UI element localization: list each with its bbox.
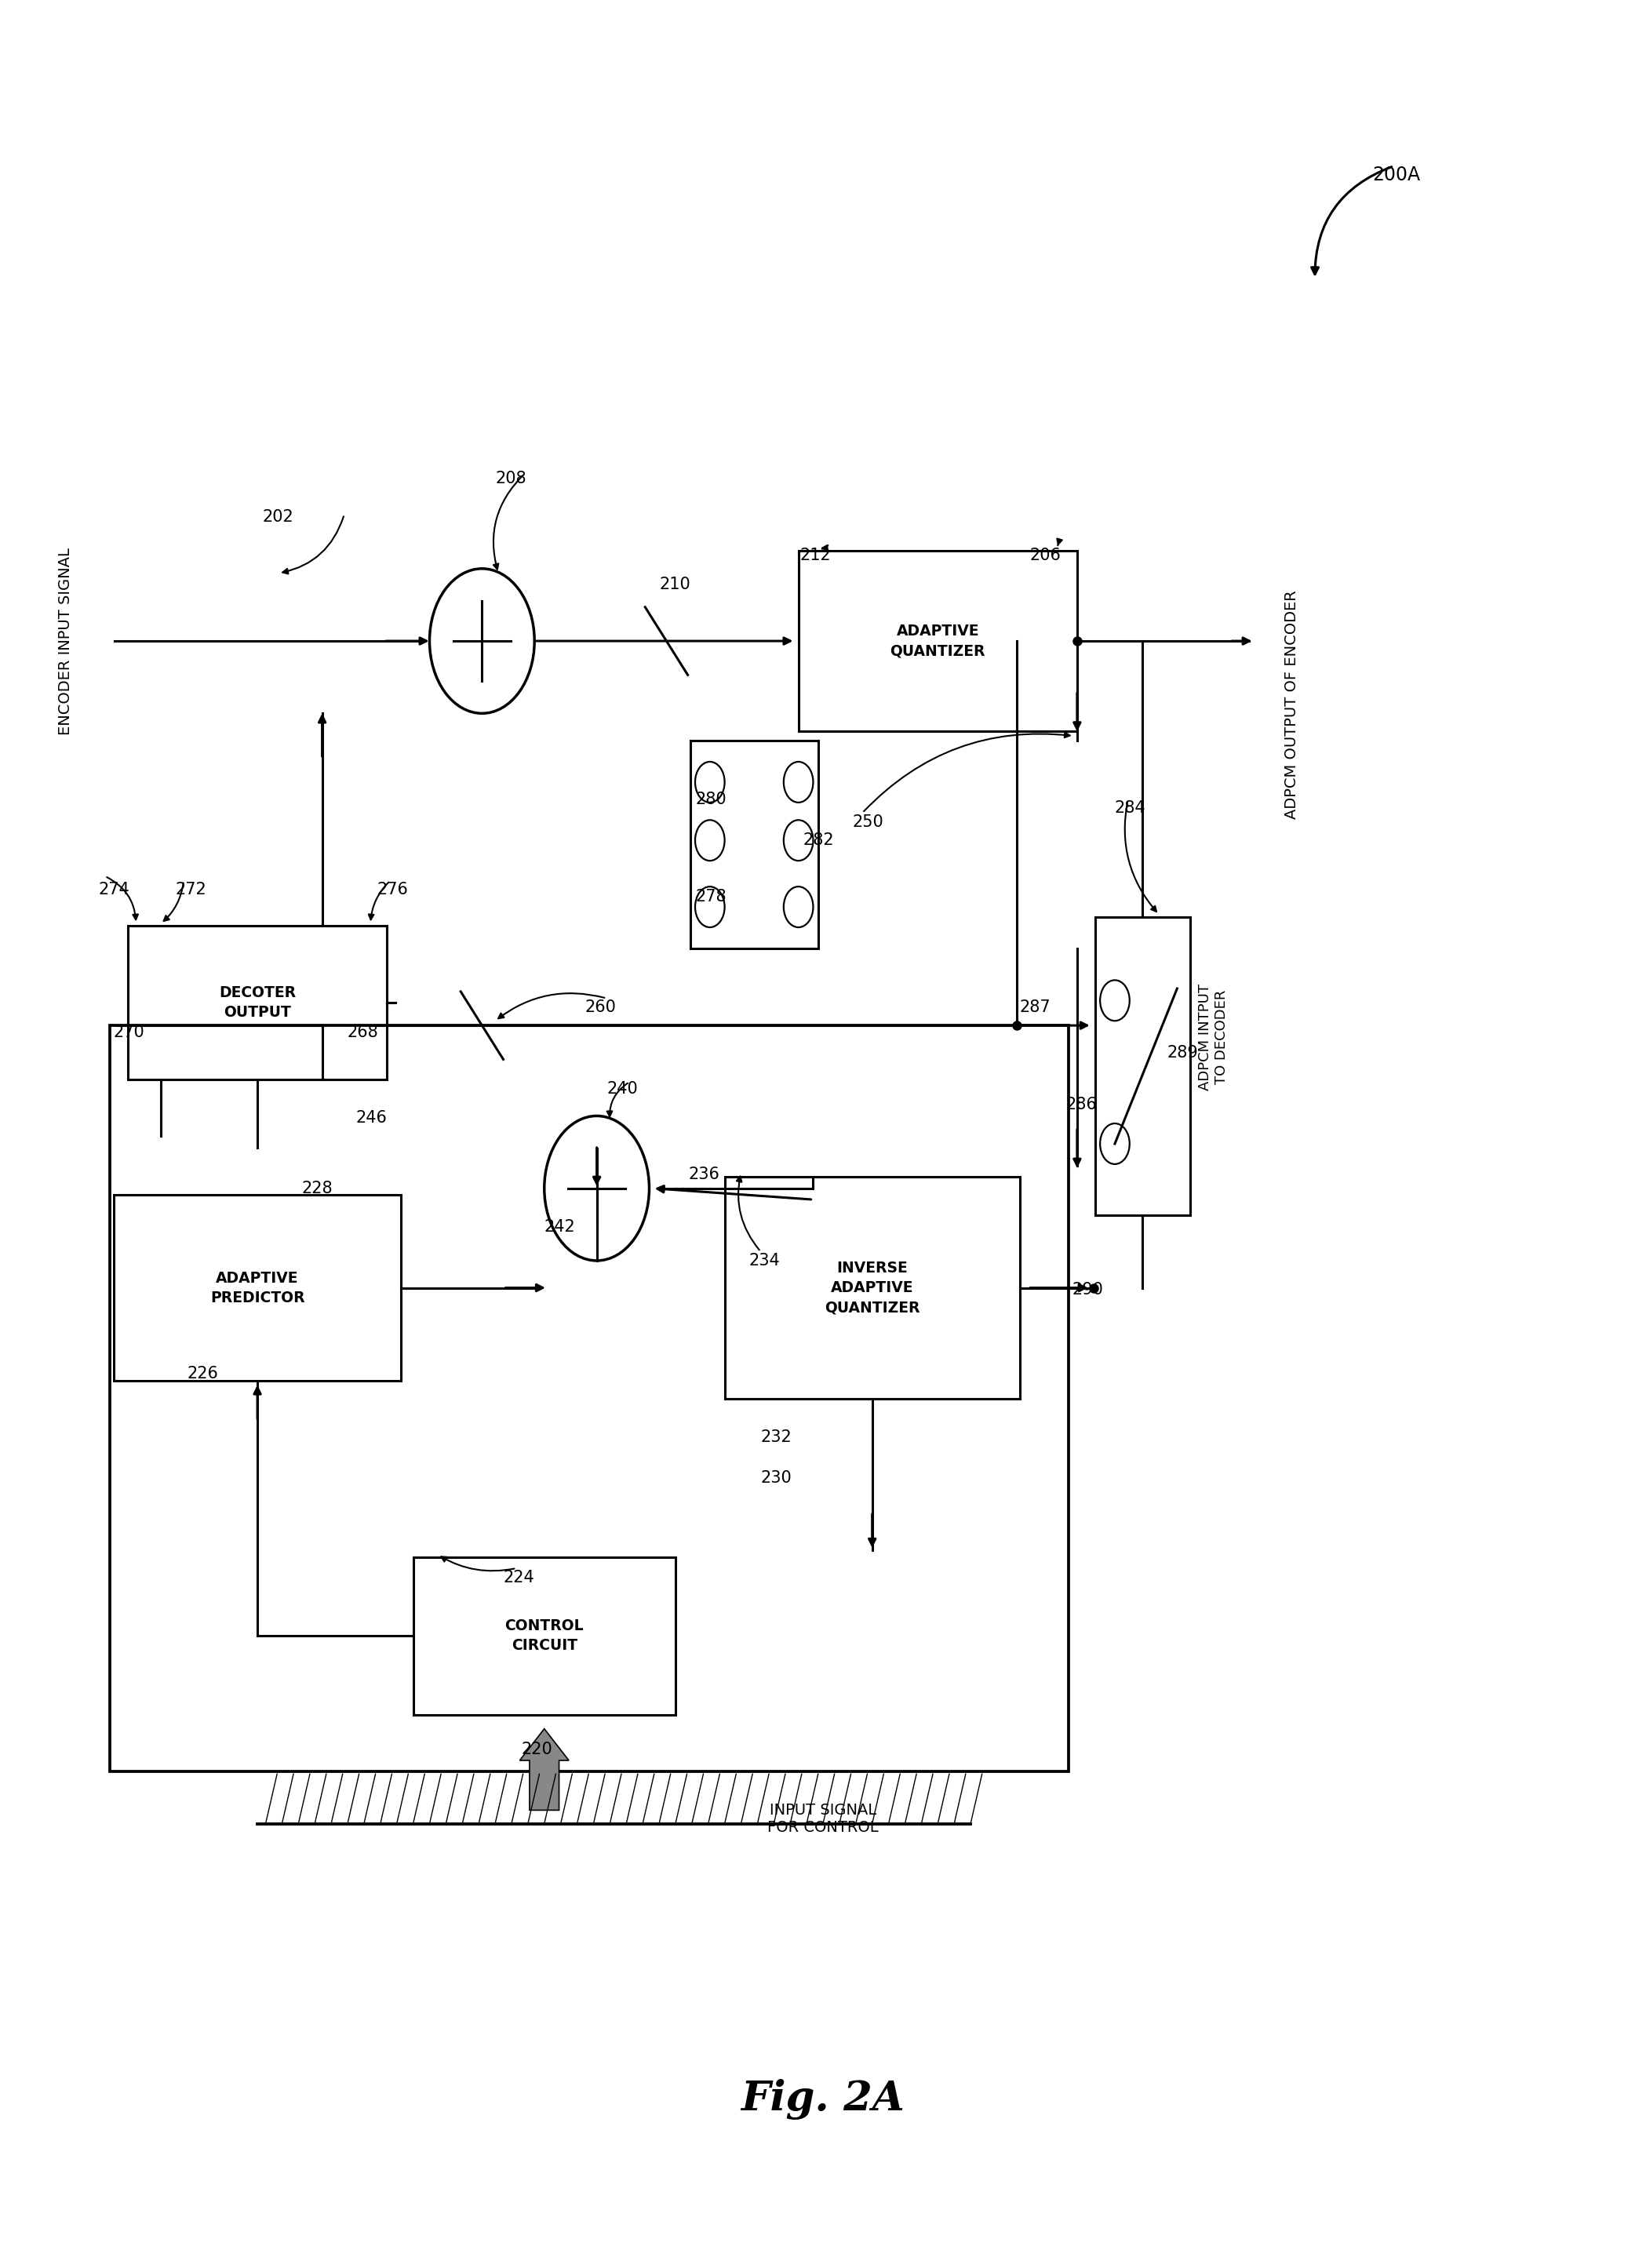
Text: 234: 234 — [749, 1252, 780, 1268]
Text: Fig. 2A: Fig. 2A — [741, 2080, 905, 2121]
Bar — [110, 1025, 1068, 1771]
Bar — [413, 1556, 675, 1715]
Text: 236: 236 — [688, 1166, 719, 1182]
Text: 202: 202 — [262, 508, 293, 524]
Text: DECOTER
OUTPUT: DECOTER OUTPUT — [219, 987, 296, 1021]
Text: 270: 270 — [114, 1025, 145, 1041]
FancyArrow shape — [520, 1728, 570, 1810]
Text: INPUT SIGNAL
FOR CONTROL: INPUT SIGNAL FOR CONTROL — [767, 1803, 879, 1835]
Text: 290: 290 — [1072, 1281, 1103, 1297]
Circle shape — [783, 821, 813, 862]
Circle shape — [783, 762, 813, 803]
Text: 242: 242 — [545, 1218, 576, 1234]
Text: 210: 210 — [658, 576, 690, 592]
Text: 232: 232 — [760, 1429, 792, 1445]
Circle shape — [695, 762, 724, 803]
Text: 230: 230 — [760, 1470, 792, 1486]
Text: 208: 208 — [495, 469, 527, 485]
Text: 276: 276 — [377, 882, 408, 898]
Bar — [1095, 916, 1190, 1216]
Circle shape — [695, 821, 724, 862]
Text: 278: 278 — [695, 889, 726, 905]
Text: 280: 280 — [695, 792, 726, 807]
Text: 289: 289 — [1167, 1046, 1198, 1061]
Text: 282: 282 — [803, 832, 835, 848]
Text: ADPCM INTPUT
TO DECODER: ADPCM INTPUT TO DECODER — [1198, 984, 1228, 1091]
Text: 274: 274 — [99, 882, 130, 898]
Text: 212: 212 — [800, 547, 831, 562]
Text: 206: 206 — [1029, 547, 1062, 562]
Text: 200A: 200A — [1373, 166, 1420, 184]
Text: 224: 224 — [504, 1569, 535, 1585]
Text: 260: 260 — [586, 1000, 617, 1016]
Bar — [128, 925, 387, 1080]
Text: 228: 228 — [301, 1179, 332, 1195]
Text: ADAPTIVE
QUANTIZER: ADAPTIVE QUANTIZER — [890, 624, 986, 658]
Bar — [798, 551, 1076, 733]
Bar — [690, 742, 818, 948]
Text: 284: 284 — [1114, 801, 1146, 816]
Text: INVERSE
ADAPTIVE
QUANTIZER: INVERSE ADAPTIVE QUANTIZER — [825, 1261, 920, 1315]
Text: CONTROL
CIRCUIT: CONTROL CIRCUIT — [505, 1619, 584, 1653]
Text: ENCODER INPUT SIGNAL: ENCODER INPUT SIGNAL — [58, 547, 72, 735]
Text: 250: 250 — [853, 814, 884, 830]
Text: ADAPTIVE
PREDICTOR: ADAPTIVE PREDICTOR — [211, 1270, 305, 1304]
Circle shape — [783, 887, 813, 928]
Text: 268: 268 — [347, 1025, 379, 1041]
Text: 286: 286 — [1065, 1098, 1096, 1111]
Text: ADPCM OUTPUT OF ENCODER: ADPCM OUTPUT OF ENCODER — [1284, 590, 1299, 819]
Circle shape — [1100, 980, 1129, 1021]
Circle shape — [695, 887, 724, 928]
Text: 240: 240 — [607, 1082, 637, 1098]
Bar — [114, 1195, 402, 1381]
Circle shape — [1100, 1123, 1129, 1163]
Text: 220: 220 — [522, 1742, 553, 1758]
Text: 272: 272 — [176, 882, 207, 898]
Bar — [724, 1177, 1021, 1399]
Text: 246: 246 — [356, 1111, 387, 1125]
Text: 287: 287 — [1021, 1000, 1050, 1016]
Text: 226: 226 — [188, 1365, 219, 1381]
